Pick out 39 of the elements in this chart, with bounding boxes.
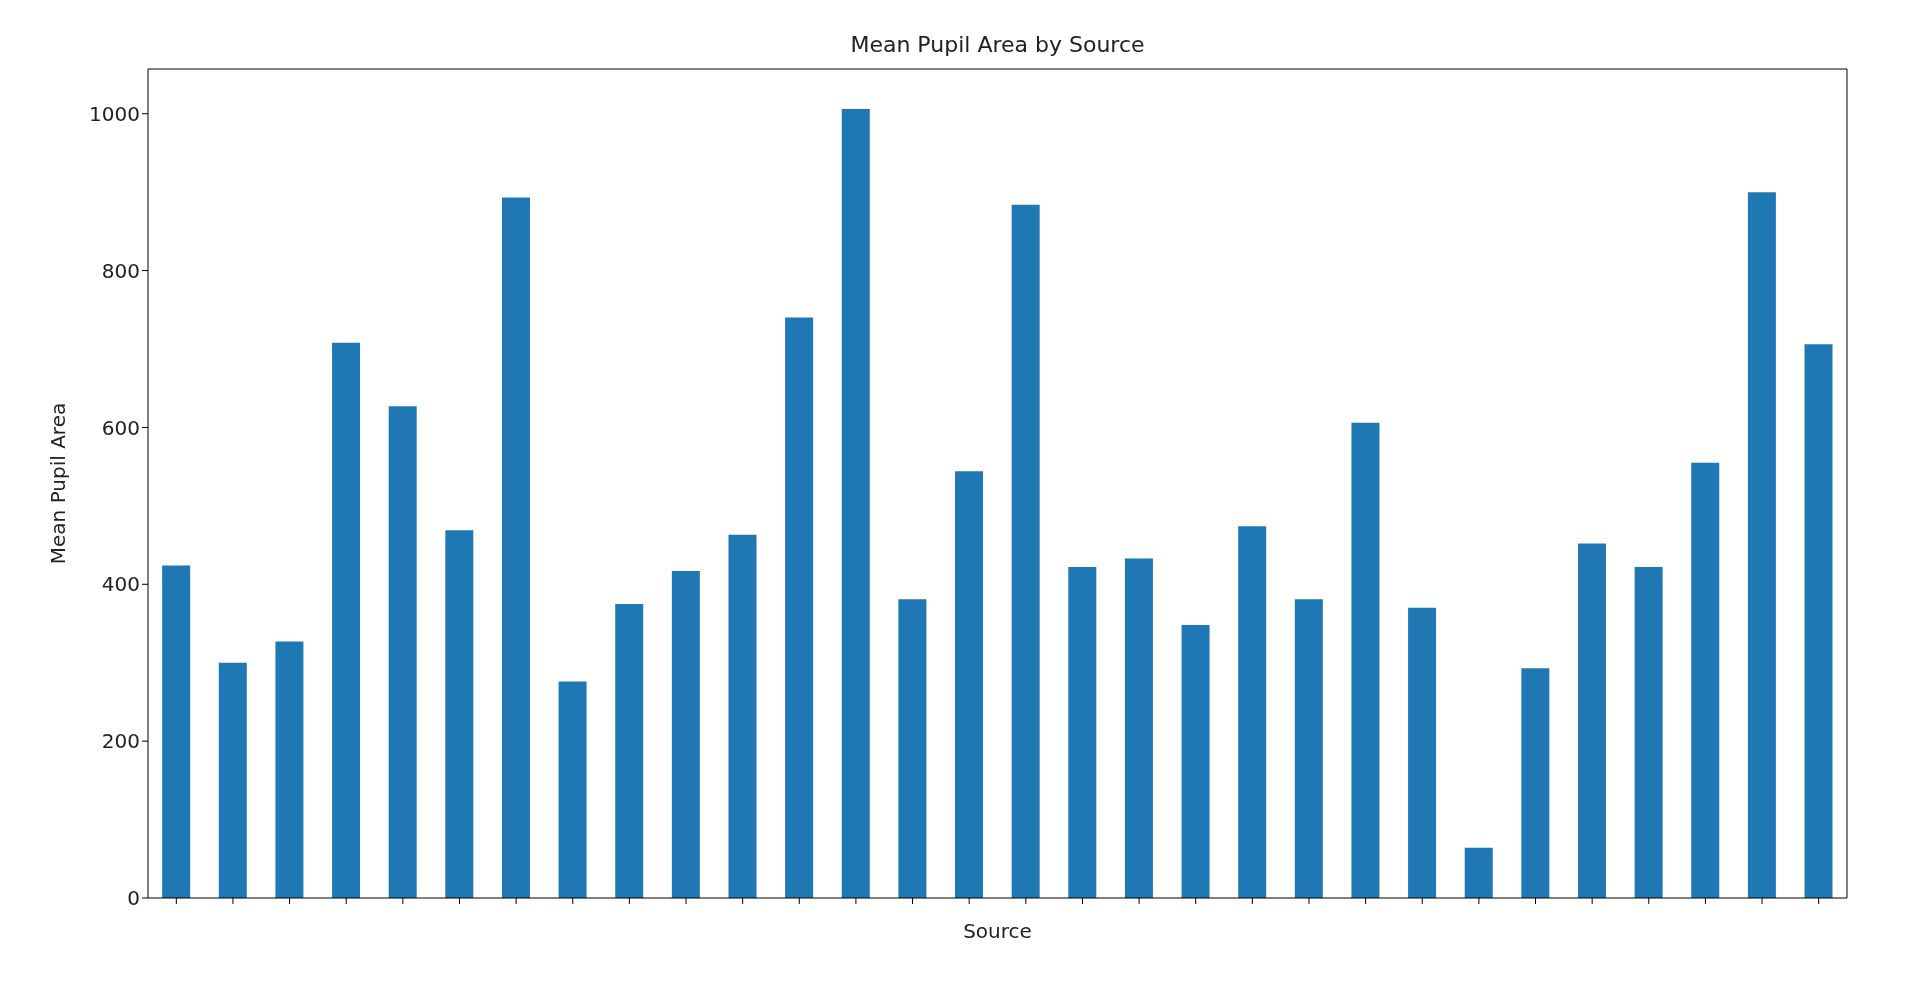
bar <box>1804 344 1833 898</box>
y-tick-label: 200 <box>101 729 140 754</box>
bar <box>1691 462 1720 898</box>
bar <box>1747 192 1776 898</box>
bar <box>671 570 700 898</box>
x-axis-title: Source <box>963 919 1032 943</box>
y-tick-label: 0 <box>127 886 140 911</box>
bar <box>1408 607 1437 898</box>
bar <box>501 197 530 898</box>
y-tick-label: 600 <box>101 415 140 440</box>
y-axis-title: Mean Pupil Area <box>46 402 71 565</box>
bar <box>1634 567 1663 898</box>
bar <box>218 662 247 898</box>
bar <box>1521 668 1550 898</box>
bar <box>615 603 644 898</box>
bar <box>1124 558 1153 898</box>
bar <box>332 342 361 898</box>
bar <box>898 599 927 898</box>
bar <box>1294 599 1323 898</box>
bar <box>1464 847 1493 898</box>
bar <box>1068 567 1097 898</box>
bar <box>162 565 191 898</box>
bar <box>1238 526 1267 898</box>
bar <box>1011 204 1040 898</box>
y-tick-label: 800 <box>101 258 140 283</box>
y-tick-label: 1000 <box>89 101 140 126</box>
bar <box>558 681 587 898</box>
bar <box>728 534 757 898</box>
bar <box>275 641 304 898</box>
bar <box>955 471 984 898</box>
bar <box>1577 543 1606 898</box>
bar <box>388 406 417 898</box>
bar <box>785 317 814 898</box>
bar <box>1181 625 1210 898</box>
bar <box>445 530 474 898</box>
chart-title: Mean Pupil Area by Source <box>849 32 1146 57</box>
y-tick-label: 400 <box>101 572 140 597</box>
bar <box>841 109 870 898</box>
bar <box>1351 422 1380 898</box>
